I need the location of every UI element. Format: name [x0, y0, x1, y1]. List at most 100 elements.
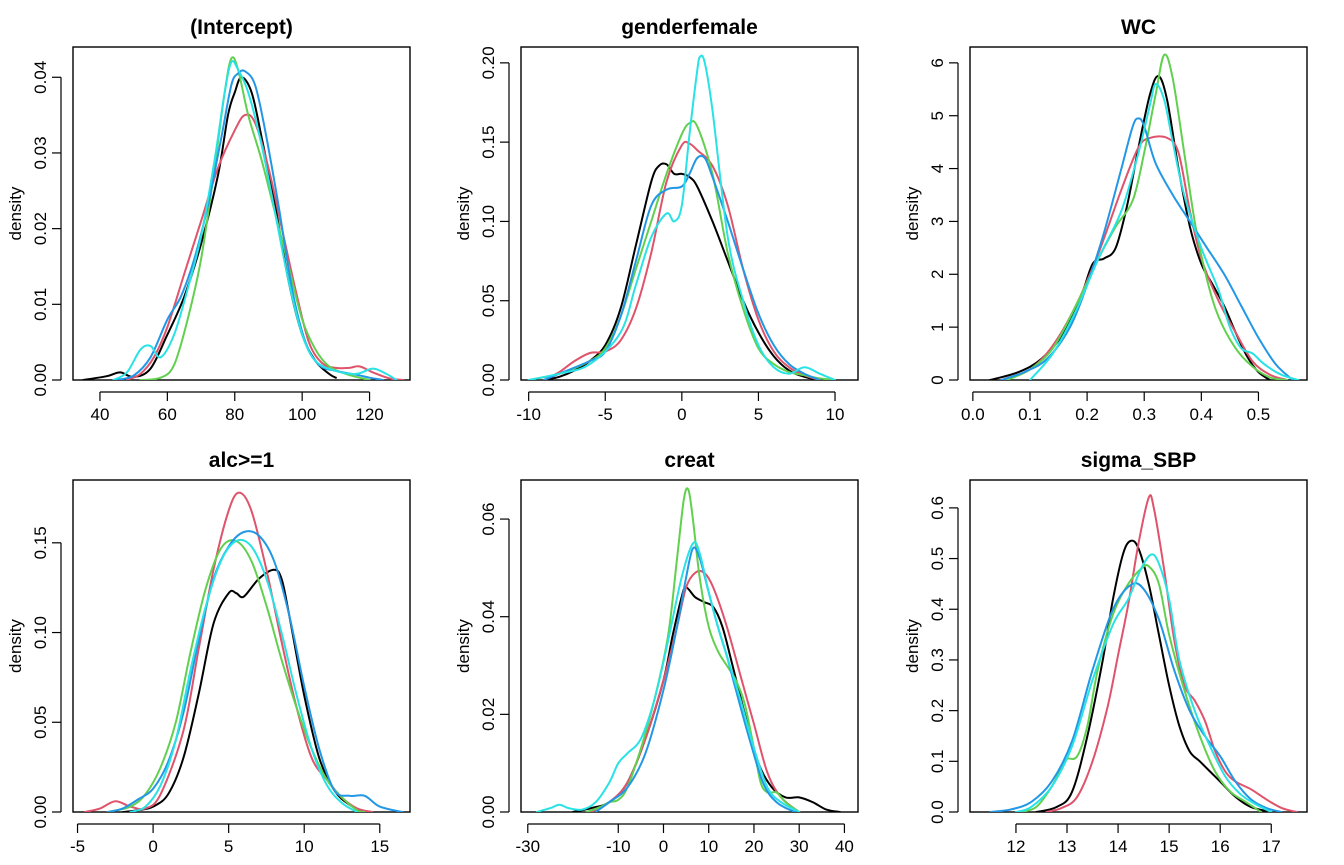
x-tick-label: -5 — [598, 405, 613, 424]
plot-frame — [969, 479, 1308, 813]
y-tick-label: 0.20 — [479, 46, 498, 79]
y-tick-label: 0.10 — [31, 616, 50, 649]
x-tick-label: 0 — [659, 837, 668, 856]
y-tick-label: 0.00 — [479, 795, 498, 828]
y-tick-label: 0.4 — [928, 597, 947, 621]
x-tick-label: 0.3 — [1132, 405, 1156, 424]
density-curve-4 — [989, 582, 1283, 812]
y-tick-label: 0.03 — [31, 136, 50, 169]
x-tick-label: 13 — [1058, 837, 1077, 856]
density-curve-3 — [1006, 53, 1288, 380]
density-panel: WC 0.0 0.1 0.2 0.3 0.4 0.5 0 1 2 3 4 5 6 density — [903, 16, 1308, 424]
density-panel: alc>=1 -5 0 5 10 15 0.00 0.05 0.10 0.15 density — [6, 449, 411, 856]
density-panel: (Intercept) 40 60 80 100 120 0.00 0.01 0.02 0.03 0… — [6, 16, 411, 424]
x-tick-label: 20 — [744, 837, 763, 856]
x-tick-label: 120 — [355, 405, 383, 424]
density-panel: creat -30 -10 0 10 20 30 40 0.00 0.02 0.04 0.06 dens… — [454, 449, 859, 856]
density-panel: sigma_SBP 12 13 14 15 16 17 0.0 0.1 0.2 0.3 0.4 0.5 0… — [903, 449, 1308, 856]
y-tick-label: 0.02 — [31, 212, 50, 245]
y-tick-label: 0.00 — [31, 363, 50, 396]
x-tick-label: 0.2 — [1075, 405, 1099, 424]
density-curve-2 — [590, 569, 801, 812]
y-tick-label: 5 — [928, 111, 947, 120]
x-tick-label: 0.0 — [961, 405, 985, 424]
y-tick-label: 0.04 — [479, 600, 498, 633]
y-axis-label: density — [6, 619, 25, 673]
x-tick-label: -5 — [70, 837, 85, 856]
x-tick-label: 80 — [225, 405, 244, 424]
density-curve-2 — [543, 140, 821, 380]
x-tick-label: -30 — [515, 837, 540, 856]
y-tick-label: 0.01 — [31, 288, 50, 321]
y-tick-label: 4 — [928, 164, 947, 173]
y-tick-label: 0.00 — [479, 363, 498, 396]
x-tick-label: 16 — [1211, 837, 1230, 856]
y-tick-label: 0.02 — [479, 698, 498, 731]
density-curve-3 — [139, 56, 371, 380]
density-curve-4 — [594, 546, 796, 812]
density-curve-1 — [121, 568, 366, 812]
y-tick-label: 1 — [928, 322, 947, 331]
panel-title: creat — [664, 449, 714, 472]
x-tick-label: 0.5 — [1247, 405, 1271, 424]
panel-title: genderfemale — [621, 16, 758, 39]
y-tick-label: 0.15 — [31, 526, 50, 559]
density-panel: genderfemale -10 -5 0 5 10 0.00 0.05 0.10 0.15 0.2… — [454, 16, 859, 424]
y-tick-label: 0.1 — [928, 749, 947, 773]
density-curve-5 — [1015, 553, 1273, 812]
density-curve-5 — [129, 538, 359, 812]
x-tick-label: 40 — [835, 837, 854, 856]
x-tick-label: 15 — [370, 837, 389, 856]
x-tick-label: 0 — [148, 837, 157, 856]
x-tick-label: 0.4 — [1190, 405, 1214, 424]
x-tick-label: 60 — [158, 405, 177, 424]
x-tick-label: 0.1 — [1018, 405, 1042, 424]
panel-title: sigma_SBP — [1081, 449, 1197, 472]
x-tick-label: 5 — [224, 837, 233, 856]
y-axis-label: density — [903, 619, 922, 673]
y-tick-label: 0.05 — [31, 706, 50, 739]
y-tick-label: 0.04 — [31, 61, 50, 94]
plot-frame — [72, 46, 411, 381]
y-axis-label: density — [454, 619, 473, 673]
y-tick-label: 0.00 — [31, 795, 50, 828]
x-tick-label: 0 — [677, 405, 686, 424]
density-curve-1 — [1035, 539, 1273, 812]
plot-frame — [969, 46, 1308, 381]
y-tick-label: 2 — [928, 270, 947, 279]
x-tick-label: -10 — [606, 837, 631, 856]
y-tick-label: 0.3 — [928, 648, 947, 672]
x-tick-label: 30 — [790, 837, 809, 856]
density-curve-1 — [82, 76, 337, 380]
x-tick-label: 5 — [754, 405, 763, 424]
panel-title: (Intercept) — [190, 16, 293, 39]
x-tick-label: 10 — [699, 837, 718, 856]
x-tick-label: 100 — [288, 405, 316, 424]
y-axis-label: density — [454, 186, 473, 240]
y-tick-label: 0.2 — [928, 699, 947, 723]
density-curve-4 — [106, 530, 404, 812]
plot-frame — [72, 479, 411, 813]
panel-title: alc>=1 — [209, 449, 275, 472]
y-tick-label: 0.10 — [479, 205, 498, 238]
panel-title: WC — [1121, 16, 1156, 39]
x-tick-label: -10 — [516, 405, 541, 424]
density-curve-4 — [1000, 117, 1294, 380]
y-axis-label: density — [903, 186, 922, 240]
y-tick-label: 0.5 — [928, 547, 947, 571]
density-curve-4 — [543, 154, 821, 380]
density-curve-3 — [106, 539, 366, 812]
x-tick-label: 12 — [1006, 837, 1025, 856]
density-curve-5 — [1029, 82, 1300, 380]
y-tick-label: 0.15 — [479, 126, 498, 159]
x-tick-label: 10 — [826, 405, 845, 424]
plot-frame — [520, 479, 859, 813]
x-tick-label: 40 — [90, 405, 109, 424]
density-curve-2 — [1000, 135, 1288, 380]
y-tick-label: 3 — [928, 217, 947, 226]
y-tick-label: 0.05 — [479, 284, 498, 317]
y-tick-label: 0.06 — [479, 503, 498, 536]
y-tick-label: 6 — [928, 58, 947, 67]
plot-frame — [520, 46, 859, 381]
